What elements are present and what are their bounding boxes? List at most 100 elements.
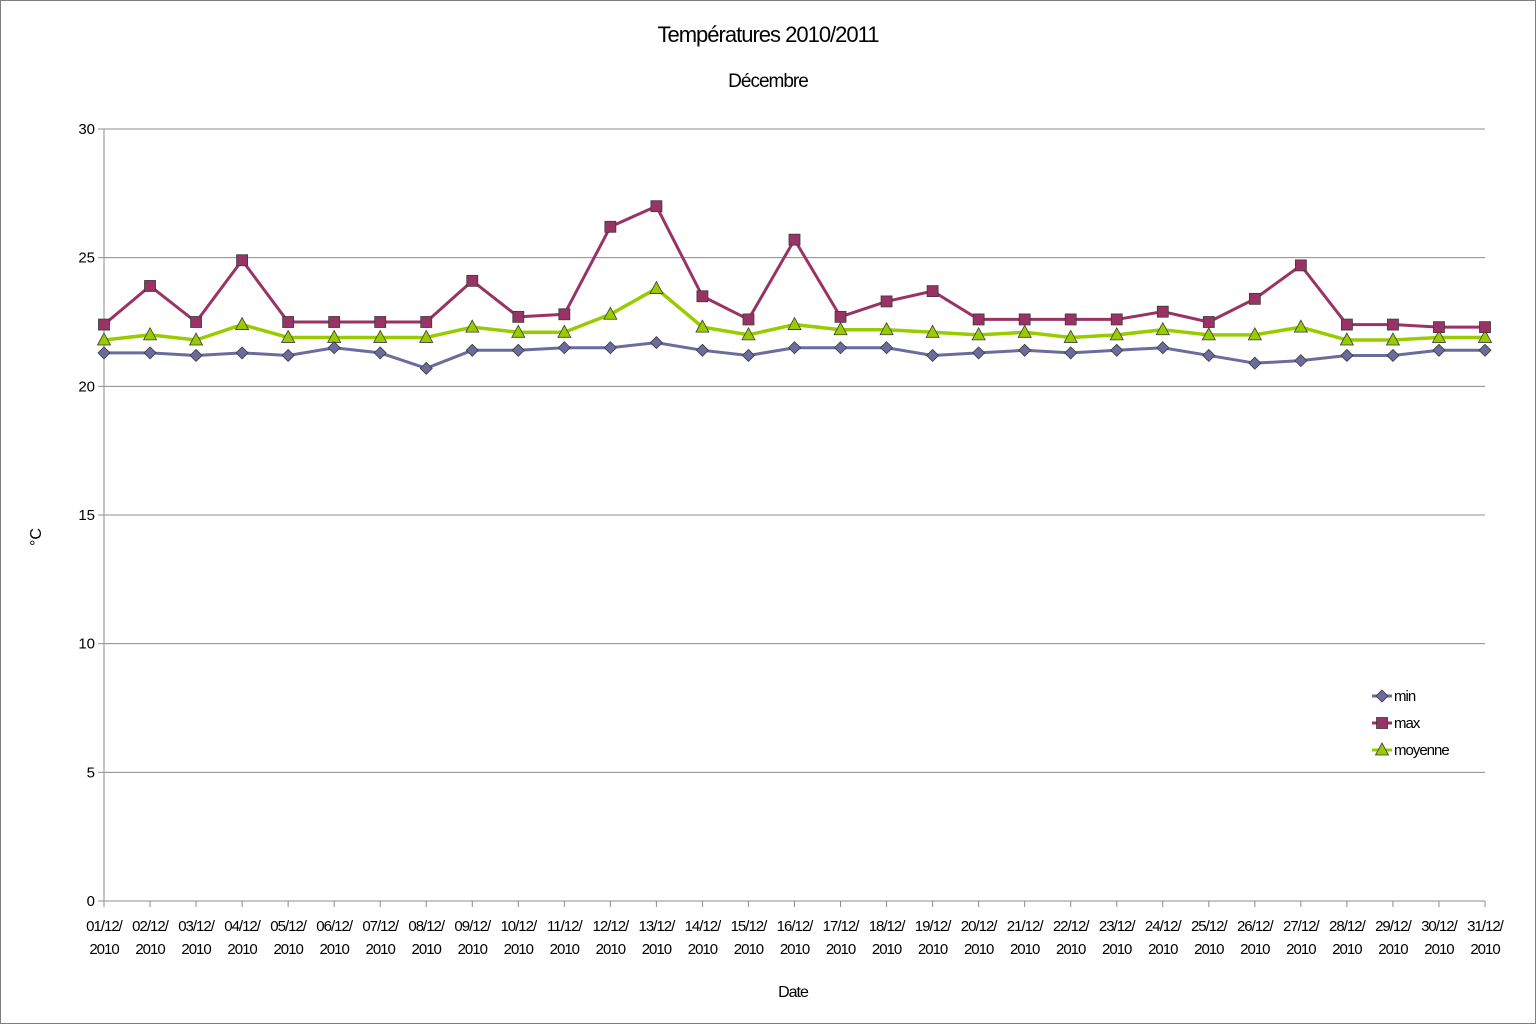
x-tick-label: 24/12/2010 — [1145, 918, 1183, 958]
min-point — [1478, 343, 1492, 357]
min-point — [695, 343, 709, 357]
min-point — [189, 348, 203, 363]
moyenne-point — [1201, 327, 1216, 341]
min-point — [281, 348, 295, 363]
min-point — [557, 341, 571, 355]
x-tick-labels: 01/12/201002/12/201003/12/201004/12/2010… — [86, 918, 1506, 958]
legend-marker — [1375, 689, 1389, 703]
moyenne-point — [925, 324, 940, 338]
y-tick-label: 0 — [87, 893, 95, 910]
max-point — [558, 308, 571, 321]
moyenne-point — [142, 327, 158, 341]
min-point — [97, 346, 111, 360]
max-point — [1341, 318, 1353, 331]
moyenne-point — [603, 306, 618, 320]
min-point — [373, 346, 387, 360]
max-point — [328, 316, 341, 328]
max-point — [282, 316, 295, 328]
moyenne-point — [1063, 329, 1078, 343]
max-point — [190, 316, 202, 328]
max-point — [1156, 305, 1169, 318]
moyenne-point — [1385, 332, 1401, 346]
series-max — [98, 200, 1491, 334]
legend-label: moyenne — [1394, 742, 1449, 759]
max-point — [98, 318, 110, 331]
moyenne-point — [465, 319, 480, 333]
min-point — [1340, 348, 1354, 363]
max-point — [926, 285, 939, 298]
x-tick-label: 23/12/2010 — [1099, 918, 1137, 958]
min-point — [972, 346, 986, 360]
x-tick-label: 26/12/2010 — [1237, 918, 1275, 958]
min-point — [235, 346, 249, 360]
x-tick-label: 27/12/2010 — [1283, 918, 1321, 958]
max-point — [1018, 313, 1031, 326]
min-point — [143, 346, 157, 360]
y-tick-labels: 0 5 10 15 20 25 30 — [78, 121, 95, 910]
legend-marker — [1376, 717, 1388, 729]
legend-marker — [1374, 742, 1390, 756]
max-point — [512, 310, 525, 323]
max-point — [374, 316, 387, 328]
series-group — [96, 200, 1493, 375]
min-point — [419, 361, 433, 375]
chart-title: Températures 2010/2011 — [657, 22, 880, 47]
y-tick-label: 5 — [87, 764, 95, 781]
max-point — [144, 280, 156, 292]
max-point — [1294, 259, 1307, 272]
y-tick-label: 15 — [78, 507, 95, 524]
moyenne-point — [188, 332, 204, 346]
min-point — [1018, 343, 1032, 357]
min-point — [1064, 346, 1078, 360]
max-point — [466, 274, 479, 287]
min-point — [603, 341, 617, 355]
min-point — [880, 341, 894, 355]
min-point — [649, 336, 663, 350]
x-tick-label: 16/12/2010 — [777, 918, 815, 958]
moyenne-point — [1155, 321, 1170, 336]
x-tick-label: 03/12/2010 — [178, 918, 216, 958]
x-tick-label: 07/12/2010 — [362, 918, 400, 958]
min-point — [833, 341, 848, 355]
gridlines — [104, 128, 1485, 773]
max-point — [972, 313, 985, 326]
x-tick-label: 10/12/2010 — [500, 918, 538, 958]
x-tick-label: 28/12/2010 — [1329, 918, 1367, 958]
x-tick-label: 12/12/2010 — [593, 918, 631, 958]
max-point — [1479, 321, 1491, 334]
min-point — [787, 341, 802, 355]
y-tick-label: 10 — [78, 636, 95, 653]
min-point — [1432, 343, 1446, 357]
moyenne-point — [1431, 329, 1447, 343]
max-point — [1248, 292, 1261, 305]
max-point — [880, 295, 893, 308]
min-point — [926, 348, 940, 363]
min-point — [511, 343, 525, 357]
legend-label: min — [1394, 688, 1416, 705]
x-tick-label: 17/12/2010 — [823, 918, 861, 958]
moyenne-point — [373, 329, 388, 343]
moyenne-point — [649, 280, 664, 294]
min-point — [1294, 354, 1308, 368]
max-point — [1110, 313, 1123, 326]
moyenne-point — [1017, 324, 1032, 338]
moyenne-point — [1339, 332, 1355, 346]
series-moyenne — [96, 280, 1493, 346]
moyenne-point — [280, 329, 296, 343]
moyenne-point — [741, 327, 756, 341]
min-point — [1156, 341, 1170, 355]
legend-item-moyenne: moyenne — [1372, 742, 1450, 759]
moyenne-point — [971, 327, 986, 341]
x-tick-label: 29/12/2010 — [1375, 918, 1413, 958]
x-axis-label: Date — [778, 984, 809, 1001]
max-point — [788, 233, 801, 246]
x-tick-label: 21/12/2010 — [1007, 918, 1045, 958]
x-tick-label: 01/12/2010 — [86, 918, 124, 958]
min-point — [1202, 348, 1216, 363]
x-tick-label: 09/12/2010 — [454, 918, 492, 958]
series-line-max — [103, 204, 1485, 329]
moyenne-point — [557, 324, 572, 338]
chart-subtitle: Décembre — [728, 71, 809, 92]
y-tick-label: 30 — [78, 121, 95, 138]
